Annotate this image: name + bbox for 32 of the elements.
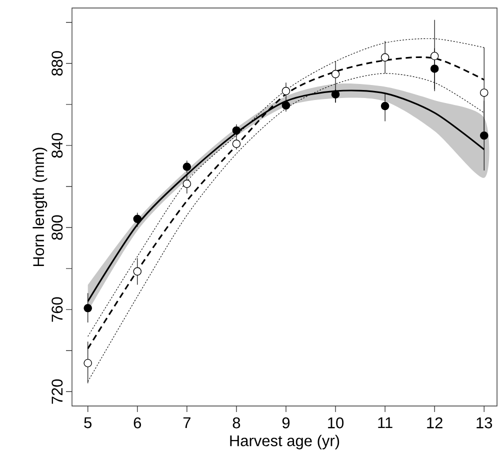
point <box>282 86 290 96</box>
x-tick-label: 9 <box>282 417 290 428</box>
y-tick-label: 800 <box>52 215 63 240</box>
x-tick-label: 6 <box>134 417 142 428</box>
point <box>182 180 192 188</box>
point <box>380 53 390 62</box>
x-tick-label: 5 <box>84 417 92 428</box>
point <box>331 70 340 78</box>
point <box>430 64 439 73</box>
point <box>380 102 390 110</box>
point <box>430 52 439 60</box>
point <box>84 304 92 312</box>
point <box>133 267 142 276</box>
point <box>480 131 488 140</box>
point <box>133 214 142 224</box>
point <box>182 162 192 171</box>
y-tick-label: 880 <box>52 51 63 76</box>
point <box>84 358 92 368</box>
point <box>232 140 241 148</box>
y-tick-label: 720 <box>52 379 63 404</box>
x-axis-title: Harvest age (yr) <box>230 434 340 450</box>
x-tick-label: 7 <box>183 417 190 428</box>
y-tick-label: 760 <box>52 297 63 322</box>
point <box>480 88 488 97</box>
x-tick-label: 10 <box>328 417 344 428</box>
y-axis-title: Horn length (mm) <box>32 148 48 266</box>
point <box>331 90 340 99</box>
x-tick-label: 11 <box>378 417 392 428</box>
x-tick-label: 8 <box>232 417 240 428</box>
x-tick-label: 13 <box>476 417 492 428</box>
x-tick-label: 12 <box>427 417 442 428</box>
y-tick-label: 840 <box>52 133 63 158</box>
